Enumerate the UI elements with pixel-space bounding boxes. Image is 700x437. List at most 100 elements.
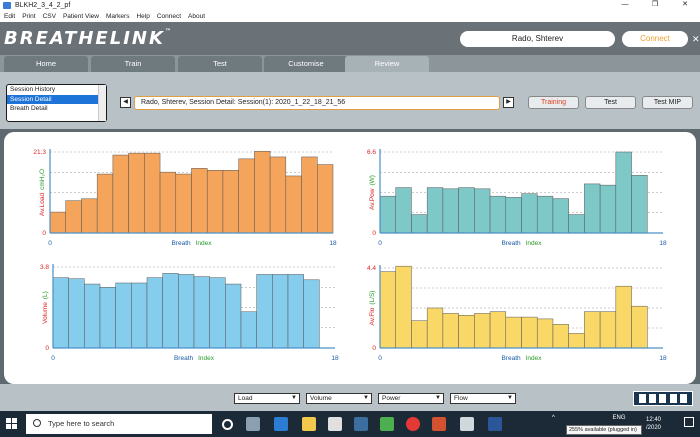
connect-button[interactable]: Connect xyxy=(622,31,688,47)
app-icon xyxy=(3,1,11,9)
menu-markers[interactable]: Markers xyxy=(105,12,130,20)
list-item-breath-detail[interactable]: Breath Detail xyxy=(10,105,48,112)
mail-icon[interactable] xyxy=(354,417,368,431)
taskbar-search-input[interactable]: Type here to search xyxy=(26,414,212,434)
store-icon[interactable] xyxy=(328,417,342,431)
x-label-unit: Index xyxy=(198,355,215,362)
bar xyxy=(568,214,585,234)
list-item-session-detail[interactable]: Session Detail xyxy=(7,94,106,104)
bar xyxy=(65,200,82,234)
app-icon-green[interactable] xyxy=(380,417,394,431)
bar xyxy=(426,187,444,234)
chart-1: 21.3 0 Av.Load cmH₂O 0 18 Breath Index xyxy=(33,149,337,247)
x-max-label: 18 xyxy=(331,355,339,362)
clock[interactable]: 12:40 /2020 xyxy=(646,417,662,431)
x-axis-label: Breath Index xyxy=(501,355,542,362)
window-title: BLKH2_3_4_2_pf xyxy=(15,1,71,9)
breathelink-taskbar-icon[interactable] xyxy=(460,417,474,431)
file-explorer-icon[interactable] xyxy=(302,417,316,431)
list-item-session-history[interactable]: Session History xyxy=(10,86,56,93)
maximize-button[interactable]: ❐ xyxy=(651,1,659,8)
bar xyxy=(285,175,302,234)
menu-help[interactable]: Help xyxy=(136,12,150,20)
bar xyxy=(521,316,538,349)
bar xyxy=(599,311,617,349)
tab-train[interactable]: Train xyxy=(91,56,175,72)
word-icon[interactable] xyxy=(488,417,502,431)
patient-name[interactable]: Rado, Shterev xyxy=(460,31,615,47)
chart1-select[interactable]: Load ▼ xyxy=(234,393,300,404)
chart-area: 21.3 0 Av.Load cmH₂O 0 18 Breath Index 6.6 0 Av.Po… xyxy=(4,132,696,384)
bar xyxy=(489,195,507,234)
bar xyxy=(269,156,287,234)
menu-edit[interactable]: Edit xyxy=(4,12,16,20)
system-tray: ^ ENG xyxy=(552,415,626,421)
y-min-label: 0 xyxy=(372,345,376,352)
bar xyxy=(426,307,444,349)
x-min-label: 0 xyxy=(378,355,382,362)
view-listbox[interactable]: Session History Session Detail Breath De… xyxy=(6,84,107,122)
bar xyxy=(615,285,632,349)
close-icon[interactable]: ✕ xyxy=(692,34,700,44)
chart4-select[interactable]: Flow ▼ xyxy=(450,393,516,404)
listbox-scrollbar[interactable] xyxy=(98,85,106,121)
language-indicator[interactable]: ENG xyxy=(612,415,626,421)
test-button[interactable]: Test xyxy=(585,96,636,109)
battery-tooltip: 255% available (plugged in) xyxy=(566,425,642,435)
notification-icon[interactable] xyxy=(684,417,694,427)
windows-start-icon[interactable] xyxy=(6,418,18,430)
training-button[interactable]: Training xyxy=(528,96,579,109)
menu-print[interactable]: Print xyxy=(22,12,36,20)
bar xyxy=(442,188,459,234)
chevron-up-icon[interactable]: ^ xyxy=(552,415,555,421)
session-field[interactable]: Rado, Shterev, Session Detail: Session(1… xyxy=(134,96,500,110)
y-label-quantity: Av.Load xyxy=(39,192,46,216)
next-session-button[interactable]: ▶ xyxy=(503,97,514,108)
bar xyxy=(206,170,224,234)
bar xyxy=(256,274,273,349)
chart-4: 4.4 0 Av.Flo (L/S) 0 18 Breath Index xyxy=(367,265,667,362)
task-view-icon[interactable] xyxy=(246,417,260,431)
y-label-unit: (L) xyxy=(42,291,49,299)
y-min-label: 0 xyxy=(372,230,376,237)
bar xyxy=(225,283,242,349)
y-min-label: 0 xyxy=(45,345,49,352)
bar xyxy=(395,187,412,234)
y-axis-label: Av.Pow (W) xyxy=(369,175,376,210)
menu-about[interactable]: About xyxy=(188,12,206,20)
edge-icon[interactable] xyxy=(274,417,288,431)
bar xyxy=(379,271,396,349)
bar xyxy=(474,313,491,349)
cortana-icon[interactable] xyxy=(222,419,233,430)
tab-home[interactable]: Home xyxy=(4,56,88,72)
menu-csv[interactable]: CSV xyxy=(42,12,56,20)
tab-customise[interactable]: Customise xyxy=(264,56,348,72)
bar xyxy=(379,195,396,234)
close-window-button[interactable]: ✕ xyxy=(682,1,688,8)
menu-connect[interactable]: Connect xyxy=(156,12,182,20)
bar xyxy=(584,311,601,349)
charts-svg: 21.3 0 Av.Load cmH₂O 0 18 Breath Index 6.6 0 Av.Po… xyxy=(33,149,667,362)
bar xyxy=(159,171,177,234)
prev-session-button[interactable]: ◀ xyxy=(120,97,131,108)
tab-test[interactable]: Test xyxy=(178,56,262,72)
breathelink-logo: BREATHELINK™ xyxy=(4,28,173,49)
layout-grid-icon[interactable] xyxy=(633,391,693,406)
bar xyxy=(489,311,507,349)
test-mip-button[interactable]: Test MIP xyxy=(642,96,693,109)
menu-patient-view[interactable]: Patient View xyxy=(62,12,99,20)
chart2-select[interactable]: Volume ▼ xyxy=(306,393,372,404)
bar xyxy=(68,278,85,349)
chrome-icon[interactable] xyxy=(406,417,420,431)
x-axis-label: Breath Index xyxy=(174,355,215,362)
y-max-label: 3.8 xyxy=(40,264,49,271)
x-label-unit: Index xyxy=(196,240,213,247)
tab-review[interactable]: Review xyxy=(345,56,429,72)
powerpoint-icon[interactable] xyxy=(432,417,446,431)
chart3-select[interactable]: Power ▼ xyxy=(378,393,444,404)
bar xyxy=(442,313,459,349)
minimize-button[interactable]: — xyxy=(621,1,629,8)
x-max-label: 18 xyxy=(659,355,667,362)
bar xyxy=(458,315,475,349)
bar xyxy=(615,151,632,234)
